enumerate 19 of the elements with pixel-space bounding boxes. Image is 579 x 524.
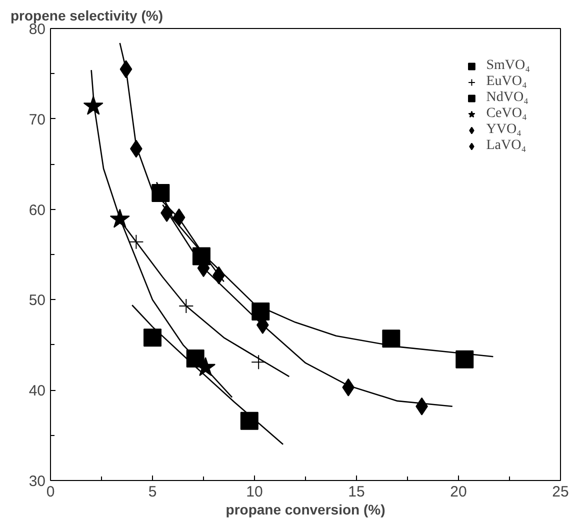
y-tick-label: 70 [28,111,46,128]
x-axis-title: propane conversion (%) [226,502,386,518]
x-tick-label: 10 [246,484,263,500]
x-tick-label: 20 [450,484,467,500]
x-tick-label: 5 [148,484,157,500]
y-tick-label: 30 [28,473,46,490]
y-axis-title: propene selectivity (%) [10,8,163,24]
y-tick-label: 40 [28,382,46,400]
legend-label: CeVO₄ [486,106,527,122]
legend-label: YVO₄ [486,122,522,138]
x-tick-label: 15 [348,484,365,500]
x-tick-label: 25 [552,484,569,500]
legend-label: LaVO₄ [486,138,526,154]
y-tick-label: 50 [28,292,46,310]
y-tick-label: 60 [28,202,46,219]
x-tick-label: 0 [46,484,55,500]
legend-label: SmVO₄ [486,58,530,74]
legend-label: NdVO₄ [486,90,528,106]
legend-label: EuVO₄ [486,74,527,90]
